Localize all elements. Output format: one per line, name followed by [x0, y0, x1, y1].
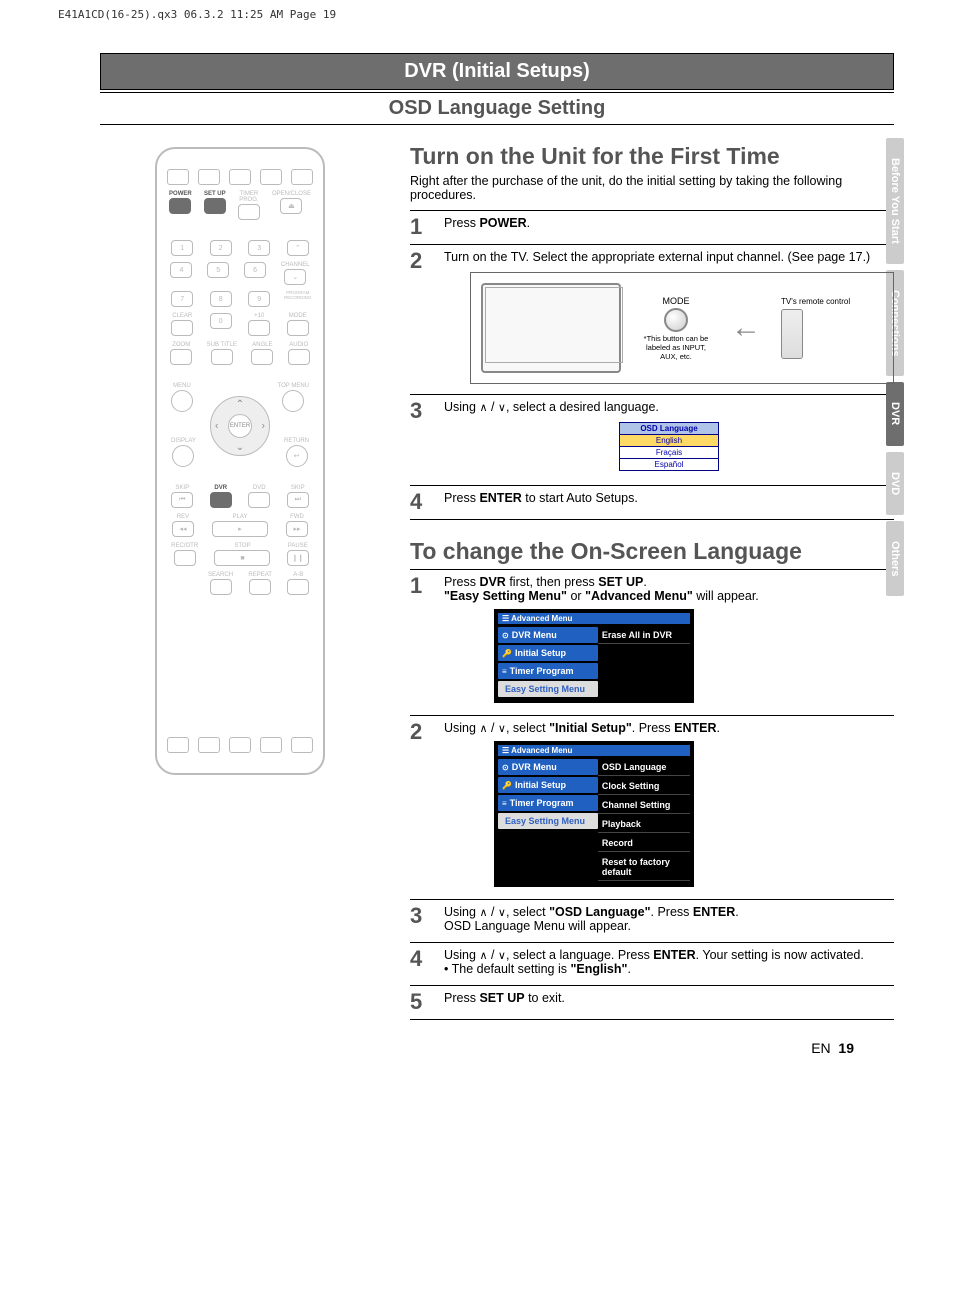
tv-icon [481, 283, 621, 373]
step: 4 Press ENTER to start Auto Setups. [410, 485, 894, 520]
step-body: Using ∧ / ∨, select a language. Press EN… [444, 948, 894, 979]
section-header: DVR (Initial Setups) [100, 53, 894, 90]
mode-button-icon [664, 308, 688, 332]
step-body: Press DVR first, then press SET UP."Easy… [444, 575, 894, 709]
step-number: 1 [410, 216, 430, 238]
step-body: Press ENTER to start Auto Setups. [444, 491, 894, 513]
step-body: Press SET UP to exit. [444, 991, 894, 1013]
step: 1 Press POWER. [410, 210, 894, 244]
advanced-menu: ☰ Advanced Menu ⊙DVR Menu🔑Initial Setup≡… [494, 741, 694, 887]
step: 3 Using ∧ / ∨, select "OSD Language". Pr… [410, 899, 894, 942]
section-subheader: OSD Language Setting [100, 92, 894, 125]
remote-control-diagram: POWER SET UP TIMER PROG. OPEN/CLOSE⏏ 1 2… [155, 147, 325, 775]
osd-language-menu: OSD LanguageEnglishFraçaisEspañol [619, 422, 719, 471]
step-number: 1 [410, 575, 430, 709]
step-body: Press POWER. [444, 216, 894, 238]
side-tab: Before You Start [886, 138, 904, 264]
step: 4 Using ∧ / ∨, select a language. Press … [410, 942, 894, 985]
step: 2 Turn on the TV. Select the appropriate… [410, 244, 894, 394]
step-body: Using ∧ / ∨, select "OSD Language". Pres… [444, 905, 894, 936]
step-number: 5 [410, 991, 430, 1013]
step-body: Turn on the TV. Select the appropriate e… [444, 250, 894, 388]
step-number: 2 [410, 250, 430, 388]
step-body: Using ∧ / ∨, select "Initial Setup". Pre… [444, 721, 894, 893]
remote-mini-icon [781, 309, 803, 359]
step-number: 3 [410, 400, 430, 479]
step-number: 4 [410, 491, 430, 513]
step-number: 2 [410, 721, 430, 893]
section-heading-1: Turn on the Unit for the First Time [410, 143, 894, 170]
intro-text: Right after the purchase of the unit, do… [410, 174, 894, 202]
tv-diagram: MODE *This button can be labeled as INPU… [470, 272, 894, 384]
step-body: Using ∧ / ∨, select a desired language.O… [444, 400, 894, 479]
step-number: 4 [410, 948, 430, 979]
arrow-icon: ← [731, 311, 761, 345]
step: 2 Using ∧ / ∨, select "Initial Setup". P… [410, 715, 894, 899]
advanced-menu: ☰ Advanced Menu ⊙DVR Menu🔑Initial Setup≡… [494, 609, 694, 703]
step: 3 Using ∧ / ∨, select a desired language… [410, 394, 894, 485]
step: 1 Press DVR first, then press SET UP."Ea… [410, 569, 894, 715]
page-footer: EN 19 [100, 1020, 894, 1056]
side-tab: DVD [886, 452, 904, 515]
side-tab: Others [886, 521, 904, 596]
side-tab: DVR [886, 382, 904, 445]
step: 5 Press SET UP to exit. [410, 985, 894, 1020]
section-heading-2: To change the On-Screen Language [410, 538, 894, 565]
step-number: 3 [410, 905, 430, 936]
print-mark: E41A1CD(16-25).qx3 06.3.2 11:25 AM Page … [0, 0, 954, 23]
